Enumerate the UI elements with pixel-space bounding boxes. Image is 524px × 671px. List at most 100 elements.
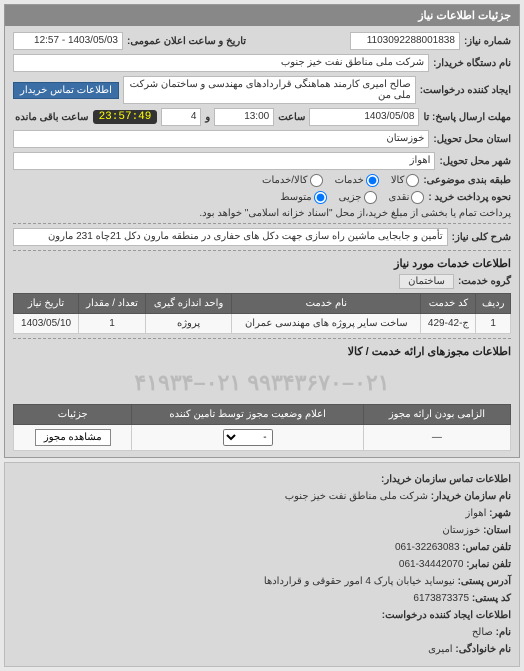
services-table: ردیف کد خدمت نام خدمت واحد اندازه گیری ت… [13, 293, 511, 334]
row-requester: ایجاد کننده درخواست: صالح امیری کارمند ه… [13, 76, 511, 104]
cell-date: 1403/05/10 [14, 314, 79, 334]
countdown-timer: 23:57:49 [93, 110, 158, 124]
row-service-group: گروه خدمت: ساختمان [13, 274, 511, 289]
row-buyer: نام دستگاه خریدار: شرکت ملی مناطق نفت خی… [13, 54, 511, 72]
fname-value: صالح [472, 627, 493, 638]
contact-box: اطلاعات تماس سازمان خریدار: نام سازمان خ… [4, 462, 520, 667]
services-header-row: ردیف کد خدمت نام خدمت واحد اندازه گیری ت… [14, 294, 511, 314]
phone-label: تلفن تماس: [462, 542, 511, 553]
pkg-kala-radio[interactable]: کالا [391, 174, 420, 187]
cell-code: ج-42-429 [421, 314, 476, 334]
addr-value: نیوساید خیابان پارک 4 امور حقوقی و قرارد… [264, 576, 455, 587]
org-value: شرکت ملی مناطق نفت خیز جنوب [285, 491, 428, 502]
deadline-label: مهلت ارسال پاسخ: تا [423, 112, 511, 123]
separator [13, 223, 511, 224]
row-package-type: طبقه بندی موضوعی: کالا خدمات کالا/خدمات [13, 174, 511, 187]
req-no-value: 1103092288001838 [350, 32, 460, 50]
auth-details-cell: مشاهده مجوز [14, 425, 132, 451]
desc-value: تأمین و جابجایی ماشین راه سازی جهت دکل ه… [13, 228, 448, 246]
requester-value: صالح امیری کارمند هماهنگی قراردادهای مهن… [123, 76, 416, 104]
pay-note: پرداخت تمام یا بخشی از مبلغ خرید،از محل … [199, 208, 511, 219]
phone-value: 32263083-061 [395, 542, 460, 553]
panel-body: شماره نیاز: 1103092288001838 تاریخ و ساع… [5, 26, 519, 457]
org-label: نام سازمان خریدار: [431, 491, 511, 502]
time-label: ساعت [278, 112, 305, 123]
req-no-label: شماره نیاز: [464, 36, 511, 47]
pay-cash-radio[interactable]: نقدی [389, 191, 425, 204]
fax-value: 34442070-061 [399, 559, 464, 570]
group-chip: ساختمان [399, 274, 454, 289]
auth-col-details: جزئیات [14, 405, 132, 425]
auth-header-row: الزامی بودن ارائه مجوز اعلام وضعیت مجوز … [14, 405, 511, 425]
contact-province: خوزستان [442, 525, 480, 536]
city-value: اهواز [13, 152, 435, 170]
cell-name: ساخت سایر پروژه های مهندسی عمران [232, 314, 421, 334]
col-qty: تعداد / مقدار [79, 294, 146, 314]
pkg-khadamat-radio[interactable]: خدمات [335, 174, 379, 187]
deadline-time: 13:00 [214, 108, 274, 126]
auth-row: — - مشاهده مجوز [14, 425, 511, 451]
announce-value: 1403/05/03 - 12:57 [13, 32, 123, 50]
details-panel: جزئیات اطلاعات نیاز شماره نیاز: 11030922… [4, 4, 520, 458]
cell-idx: 1 [476, 314, 511, 334]
panel-title: جزئیات اطلاعات نیاز [5, 5, 519, 26]
deadline-date: 1403/05/08 [309, 108, 419, 126]
requester-label: ایجاد کننده درخواست: [420, 85, 511, 96]
cell-unit: پروژه [145, 314, 231, 334]
province-value: خوزستان [13, 130, 429, 148]
announce-label: تاریخ و ساعت اعلان عمومی: [127, 36, 246, 47]
phone-watermark: ۰۲۱–۹۹۳۴۳۶۷۰ ۰۲۱–۴۱۹۳۴ [13, 362, 511, 404]
creator-title: اطلاعات ایجاد کننده درخواست: [382, 610, 511, 621]
cell-qty: 1 [79, 314, 146, 334]
auth-col-mandatory: الزامی بودن ارائه مجوز [363, 405, 510, 425]
pay-label: نحوه پرداخت خرید : [428, 192, 511, 203]
contact-title: اطلاعات تماس سازمان خریدار: [381, 474, 511, 485]
row-province: استان محل تحویل: خوزستان [13, 130, 511, 148]
services-row: 1 ج-42-429 ساخت سایر پروژه های مهندسی عم… [14, 314, 511, 334]
row-desc: شرح کلی نیاز: تأمین و جابجایی ماشین راه … [13, 228, 511, 246]
row-payment: نحوه پرداخت خرید : نقدی جزیی متوسط پرداخ… [13, 191, 511, 219]
lname-label: نام خانوادگی: [455, 644, 511, 655]
auth-status-cell: - [132, 425, 363, 451]
deadline-min: 4 [161, 108, 201, 126]
col-unit: واحد اندازه گیری [145, 294, 231, 314]
view-license-button[interactable]: مشاهده مجوز [35, 429, 111, 446]
auth-title: اطلاعات مجوزهای ارائه خدمت / کالا [13, 345, 511, 358]
col-idx: ردیف [476, 294, 511, 314]
group-label: گروه خدمت: [458, 276, 511, 287]
buyer-value: شرکت ملی مناطق نفت خیز جنوب [13, 54, 429, 72]
and-label: و [205, 112, 210, 123]
addr-label: آدرس پستی: [458, 576, 511, 587]
remaining-label: ساعت باقی مانده [15, 112, 88, 123]
city-label: شهر محل تحویل: [439, 156, 511, 167]
fname-label: نام: [496, 627, 511, 638]
row-deadline: مهلت ارسال پاسخ: تا 1403/05/08 ساعت 13:0… [13, 108, 511, 126]
col-code: کد خدمت [421, 294, 476, 314]
pay-mid-radio[interactable]: متوسط [280, 191, 326, 204]
separator-2 [13, 250, 511, 251]
lname-value: امیری [428, 644, 453, 655]
auth-col-status: اعلام وضعیت مجوز توسط تامین کننده [132, 405, 363, 425]
pay-partial-radio[interactable]: جزیی [339, 191, 377, 204]
buyer-label: نام دستگاه خریدار: [433, 58, 511, 69]
pkg-label: طبقه بندی موضوعی: [423, 175, 511, 186]
auth-table: الزامی بودن ارائه مجوز اعلام وضعیت مجوز … [13, 404, 511, 451]
services-title: اطلاعات خدمات مورد نیاز [13, 257, 511, 270]
pkg-both-radio[interactable]: کالا/خدمات [262, 174, 323, 187]
fax-label: تلفن نمابر: [466, 559, 511, 570]
contact-buyer-button[interactable]: اطلاعات تماس خریدار [13, 82, 119, 99]
contact-city: اهواز [466, 508, 487, 519]
auth-mandatory: — [363, 425, 510, 451]
province-label: استان محل تحویل: [433, 134, 511, 145]
separator-3 [13, 338, 511, 339]
auth-status-select[interactable]: - [223, 429, 273, 446]
contact-province-label: استان: [483, 525, 511, 536]
post-label: کد پستی: [472, 593, 511, 604]
desc-label: شرح کلی نیاز: [452, 232, 511, 243]
row-req-no: شماره نیاز: 1103092288001838 تاریخ و ساع… [13, 32, 511, 50]
col-date: تاریخ نیاز [14, 294, 79, 314]
row-city: شهر محل تحویل: اهواز [13, 152, 511, 170]
contact-city-label: شهر: [489, 508, 511, 519]
post-value: 6173873375 [413, 593, 469, 604]
col-name: نام خدمت [232, 294, 421, 314]
